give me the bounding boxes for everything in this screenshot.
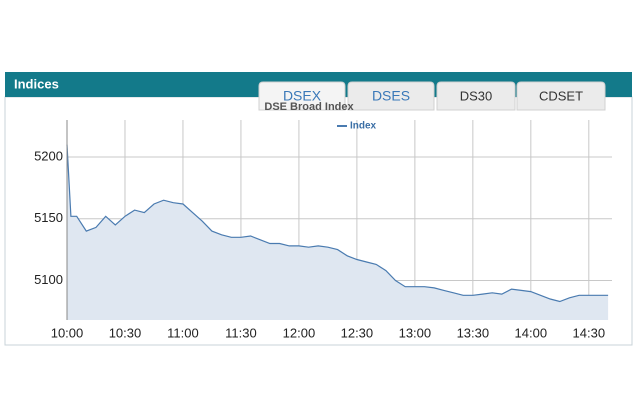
- tab[interactable]: [436, 81, 516, 111]
- chart: DSE Broad Index 5100 5150 5200 10:00 10:30 11:…: [34, 101, 612, 340]
- header-title: Indices: [14, 76, 59, 91]
- x-tick-label: 14:30: [573, 325, 606, 340]
- y-tick-label: 5200: [34, 148, 63, 163]
- tab-label[interactable]: DSEX: [283, 88, 322, 104]
- x-tick-label: 11:00: [167, 325, 199, 340]
- legend-label: Index: [350, 121, 377, 132]
- tab[interactable]: [258, 81, 346, 111]
- y-tick-label: 5150: [34, 210, 63, 225]
- tab-label[interactable]: DSES: [372, 88, 410, 104]
- x-tick-label: 14:00: [515, 325, 548, 340]
- y-tick-label: 5100: [34, 272, 63, 287]
- tab[interactable]: [516, 81, 606, 111]
- x-tick-label: 10:00: [51, 325, 84, 340]
- tab[interactable]: [347, 81, 435, 111]
- chart-title: DSE Broad Index: [264, 101, 354, 113]
- x-tick-label: 13:00: [399, 325, 432, 340]
- x-tick-label: 10:30: [109, 325, 142, 340]
- area: [67, 144, 609, 320]
- x-tick-label: 11:30: [225, 325, 257, 340]
- x-tick-label: 13:30: [457, 325, 490, 340]
- tabs: DSEX DSES DS30 CDSET: [258, 81, 606, 111]
- tab-label[interactable]: CDSET: [539, 88, 583, 103]
- x-tick-label: 12:00: [283, 325, 316, 340]
- tab-label[interactable]: DS30: [460, 88, 493, 103]
- x-tick-label: 12:30: [341, 325, 374, 340]
- line: [66, 144, 609, 303]
